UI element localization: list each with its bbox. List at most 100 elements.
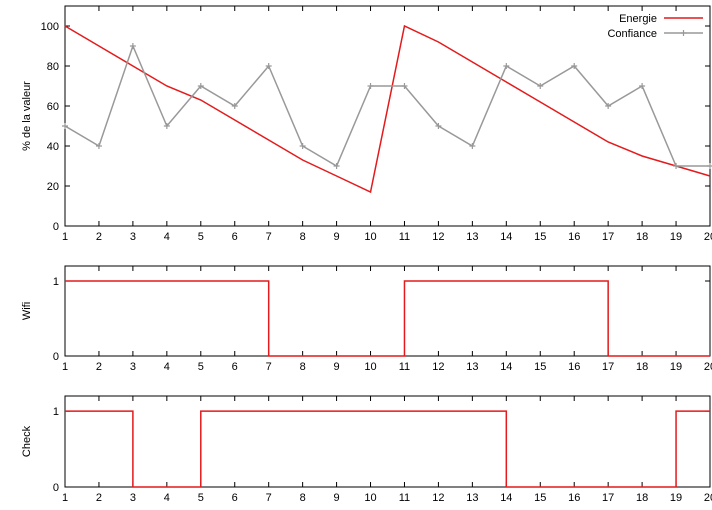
x-tick-label: 20 <box>704 492 712 504</box>
y-tick-label: 1 <box>53 276 59 288</box>
x-tick-label: 12 <box>432 361 444 373</box>
x-tick-label: 4 <box>164 361 170 373</box>
y-tick-label: 80 <box>47 61 59 73</box>
x-tick-label: 18 <box>636 231 648 243</box>
data-point-marker <box>707 163 712 169</box>
legend-label: Energie <box>619 13 657 25</box>
x-tick-label: 7 <box>266 492 272 504</box>
x-tick-label: 14 <box>500 492 512 504</box>
x-tick-label: 20 <box>704 361 712 373</box>
y-axis-label: Wifi <box>21 302 33 320</box>
x-tick-label: 11 <box>399 231 410 243</box>
x-tick-label: 13 <box>466 361 478 373</box>
data-point-marker <box>163 123 170 129</box>
x-tick-label: 5 <box>198 492 204 504</box>
series-line-confiance <box>64 43 710 168</box>
x-tick-label: 13 <box>466 492 478 504</box>
plot-frame <box>64 5 711 227</box>
x-tick-label: 9 <box>334 492 340 504</box>
x-tick-label: 7 <box>266 361 272 373</box>
x-tick-label: 3 <box>130 231 136 243</box>
data-point-marker <box>435 123 442 129</box>
data-point-marker <box>265 63 272 69</box>
x-tick-label: 8 <box>300 492 306 504</box>
x-tick-label: 19 <box>670 231 682 243</box>
y-tick-label: 60 <box>47 101 59 113</box>
x-tick-label: 12 <box>432 231 444 243</box>
series-line-signal <box>65 410 710 488</box>
x-tick-label: 20 <box>704 231 712 243</box>
x-tick-label: 11 <box>399 361 410 373</box>
data-point-marker <box>333 163 340 169</box>
data-point-marker <box>95 143 102 149</box>
y-tick-label: 0 <box>53 351 59 363</box>
x-tick-label: 2 <box>96 361 102 373</box>
x-tick-label: 16 <box>568 361 580 373</box>
y-tick-label: 100 <box>41 21 59 33</box>
series-line-energie <box>64 24 711 194</box>
x-tick-label: 17 <box>602 492 614 504</box>
x-tick-label: 19 <box>670 492 682 504</box>
x-tick-label: 3 <box>130 492 136 504</box>
x-tick-label: 5 <box>198 361 204 373</box>
x-tick-label: 8 <box>300 231 306 243</box>
data-point-marker <box>537 83 544 89</box>
chart-panel-3: 123456789101112131415161718192001Check <box>21 395 712 504</box>
data-point-marker <box>605 103 612 109</box>
x-tick-label: 10 <box>364 231 376 243</box>
x-tick-label: 3 <box>130 361 136 373</box>
chart-panel-1: 1234567891011121314151617181920020406080… <box>21 5 712 243</box>
x-tick-label: 4 <box>164 231 170 243</box>
plot-frame <box>64 395 711 488</box>
x-tick-label: 9 <box>334 231 340 243</box>
y-axis-label: % de la valeur <box>21 81 33 151</box>
x-tick-label: 6 <box>232 231 238 243</box>
data-point-marker <box>62 123 68 129</box>
x-tick-label: 10 <box>364 492 376 504</box>
series-line-signal <box>65 280 710 357</box>
x-tick-label: 11 <box>399 492 410 504</box>
x-tick-label: 13 <box>466 231 478 243</box>
data-point-marker <box>231 103 238 109</box>
x-tick-label: 8 <box>300 361 306 373</box>
plot-frame <box>64 265 711 357</box>
x-tick-label: 17 <box>602 231 614 243</box>
data-point-marker <box>197 83 204 89</box>
y-tick-label: 20 <box>47 181 59 193</box>
x-tick-label: 17 <box>602 361 614 373</box>
chart-panel-2: 123456789101112131415161718192001Wifi <box>21 265 712 373</box>
x-tick-label: 16 <box>568 492 580 504</box>
data-point-marker <box>503 63 510 69</box>
x-tick-label: 15 <box>534 361 546 373</box>
x-tick-label: 19 <box>670 361 682 373</box>
x-tick-label: 6 <box>232 361 238 373</box>
x-tick-label: 2 <box>96 231 102 243</box>
x-tick-label: 1 <box>62 231 68 243</box>
data-point-marker <box>367 83 374 89</box>
x-tick-label: 18 <box>636 492 648 504</box>
y-tick-label: 1 <box>53 406 59 418</box>
legend: Energie Confiance <box>607 13 703 40</box>
x-tick-label: 14 <box>500 231 512 243</box>
y-tick-label: 0 <box>53 482 59 494</box>
x-tick-label: 15 <box>534 231 546 243</box>
x-tick-label: 14 <box>500 361 512 373</box>
y-tick-label: 40 <box>47 141 59 153</box>
data-point-marker <box>401 83 408 89</box>
x-tick-label: 18 <box>636 361 648 373</box>
x-tick-label: 2 <box>96 492 102 504</box>
data-point-marker <box>299 143 306 149</box>
data-point-marker <box>469 143 476 149</box>
legend-marker <box>680 30 687 36</box>
data-point-marker <box>639 83 646 89</box>
x-tick-label: 6 <box>232 492 238 504</box>
x-tick-label: 9 <box>334 361 340 373</box>
data-point-marker <box>673 163 680 169</box>
data-point-marker <box>129 43 136 49</box>
x-tick-label: 1 <box>62 361 68 373</box>
x-tick-label: 15 <box>534 492 546 504</box>
data-point-marker <box>571 63 578 69</box>
x-tick-label: 16 <box>568 231 580 243</box>
x-tick-label: 1 <box>62 492 68 504</box>
